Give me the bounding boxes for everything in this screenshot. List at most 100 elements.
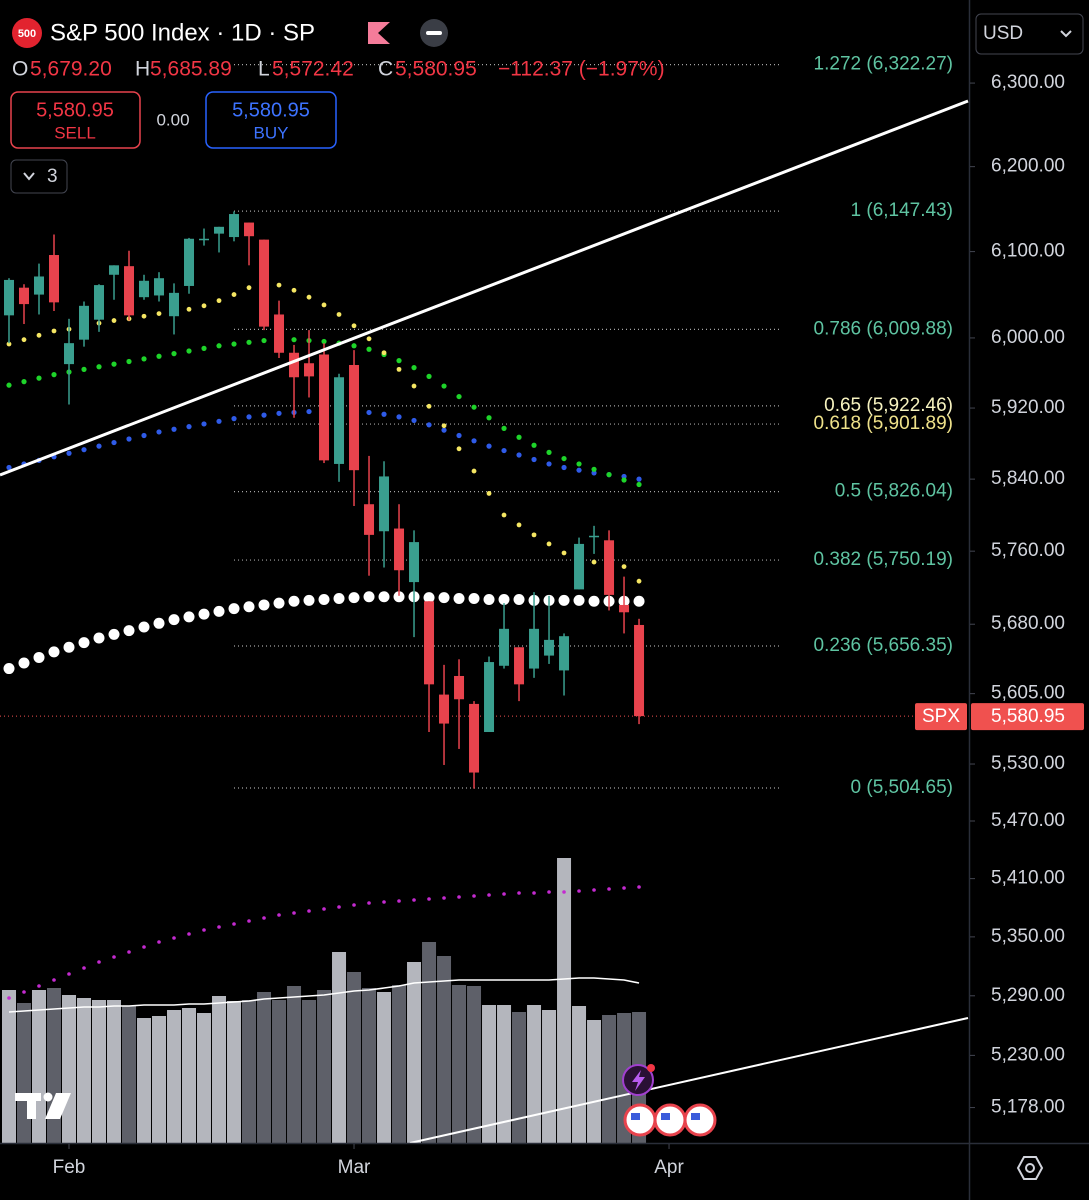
candle-body	[409, 542, 420, 583]
indicator-dot	[18, 657, 30, 669]
currency-select[interactable]	[975, 13, 1084, 55]
indicator-dot	[393, 591, 405, 603]
y-tick-label: 5,760.00	[991, 540, 1065, 561]
ohlc-key: L	[258, 58, 270, 81]
volume-ma-line	[8, 977, 640, 1013]
indicator-dot	[201, 421, 207, 427]
volume-bar	[482, 1005, 497, 1143]
trend-line	[0, 99, 969, 477]
y-tick-label: 5,230.00	[991, 1044, 1065, 1065]
volume-bar	[317, 990, 332, 1143]
logo-part	[43, 1092, 53, 1102]
indicator-dot	[273, 597, 285, 609]
volume-bar	[272, 1000, 287, 1143]
candle-body	[19, 287, 30, 305]
ohlc-key: O	[12, 58, 28, 81]
volume-ma-dot	[127, 950, 131, 954]
volume-bar	[92, 1000, 107, 1143]
flag-icon[interactable]	[368, 22, 390, 44]
indicator-dot	[246, 414, 252, 420]
indicator-dot	[381, 411, 387, 417]
buy-label[interactable]: BUY	[254, 123, 289, 142]
indicator-dot	[93, 632, 105, 644]
indicator-dot	[486, 443, 492, 449]
volume-bar	[47, 988, 62, 1143]
candle-body	[394, 528, 405, 571]
volume-bar	[332, 952, 347, 1143]
indicator-dot	[498, 593, 510, 605]
fib-label: 0.618 (5,901.89)	[814, 413, 953, 434]
volume-bar	[557, 858, 572, 1143]
settings-icon-center	[1025, 1163, 1035, 1173]
y-tick-label: 5,410.00	[991, 868, 1065, 889]
indicators-count[interactable]: 3	[47, 166, 58, 187]
volume-bar	[362, 988, 377, 1143]
indicator-dot	[411, 365, 417, 371]
volume-bar	[287, 986, 302, 1143]
buy-button[interactable]	[205, 91, 337, 149]
indicator-dot	[183, 611, 195, 623]
candle-body	[49, 255, 60, 303]
volume-bar	[227, 1001, 242, 1143]
volume-ma-dot	[142, 945, 146, 949]
indicator-dot	[36, 332, 42, 338]
indicator-dot	[288, 595, 300, 607]
indicator-dot	[96, 364, 102, 370]
candle-body	[244, 222, 255, 237]
indicator-dot	[156, 353, 162, 359]
volume-bar	[467, 986, 482, 1143]
indicator-dot	[81, 447, 87, 453]
candle-body	[469, 703, 480, 773]
indicator-dot	[426, 373, 432, 379]
indicator-dot	[171, 426, 177, 432]
time-axis: Feb Mar Apr	[53, 1144, 684, 1178]
sell-button[interactable]	[10, 91, 141, 149]
indicator-dot	[441, 383, 447, 389]
indicator-dot	[471, 404, 477, 410]
currency[interactable]: USD	[983, 23, 1023, 44]
volume-bar	[452, 985, 467, 1143]
indicator-dot	[546, 541, 552, 547]
indicator-dot	[501, 425, 507, 431]
symbol-badge	[915, 703, 967, 731]
candle-body	[229, 214, 240, 238]
ohlc-key: C	[378, 58, 393, 81]
x-tick-label: Mar	[338, 1157, 371, 1178]
indicator-dot	[396, 358, 402, 364]
indicator-dot	[126, 436, 132, 442]
volume-ma-dot	[427, 897, 431, 901]
indicator-dot	[213, 605, 225, 617]
indicator-dot	[126, 358, 132, 365]
candle-body	[454, 675, 465, 700]
candle-body	[379, 476, 390, 532]
buy-price[interactable]: 5,580.95	[232, 99, 310, 121]
candle-body	[94, 285, 105, 320]
volume-ma-dot	[532, 891, 536, 895]
indicators-toggle[interactable]	[10, 159, 68, 194]
volume-ma-dot	[187, 932, 191, 936]
indicator-dot	[366, 336, 372, 342]
sell-label[interactable]: SELL	[54, 123, 96, 142]
candle-body	[349, 364, 360, 471]
indicator-dot	[111, 439, 117, 446]
volume-bar	[182, 1008, 197, 1143]
volume-bar	[122, 1006, 137, 1143]
sell-price[interactable]: 5,580.95	[36, 99, 114, 121]
indicator-dot	[576, 467, 582, 473]
candle-body	[589, 535, 600, 538]
indicator-dot	[621, 473, 627, 480]
indicator-dot	[321, 338, 327, 345]
indicator-dot	[276, 410, 282, 416]
y-tick-label: 5,840.00	[991, 468, 1065, 489]
volume-bar	[407, 962, 422, 1143]
volume-ma-dot	[217, 925, 221, 929]
y-tick-label: 5,470.00	[991, 810, 1065, 831]
volume-ma-dot	[397, 899, 401, 903]
volume-ma-dot	[37, 984, 41, 988]
settings-icon[interactable]	[1016, 1156, 1044, 1180]
volume-ma-dot	[352, 903, 356, 907]
x-tick-label: Feb	[53, 1157, 86, 1178]
indicator-dot	[558, 594, 570, 606]
chart-title[interactable]: S&P 500 Index · 1D · SP	[50, 19, 315, 46]
candle-body	[79, 305, 90, 340]
